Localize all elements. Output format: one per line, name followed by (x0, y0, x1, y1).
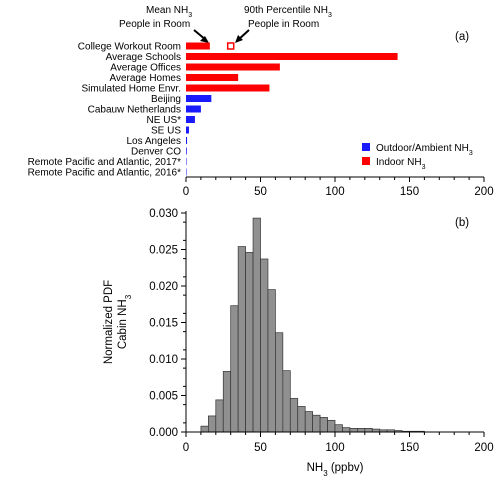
y-label-line2: Cabin NH3 (117, 294, 133, 349)
category-label: Remote Pacific and Atlantic, 2017* (28, 157, 182, 168)
y-tick-label: 0.025 (149, 245, 178, 257)
mean-annotation-line2: People in Room (119, 19, 190, 30)
p90-annotation-line1: 90th Percentile NH3 (244, 5, 332, 19)
x-tick-label: 200 (474, 442, 493, 454)
histogram-bar (297, 406, 306, 433)
category-label: Los Angeles (127, 136, 182, 147)
legend-outdoor-label: Outdoor/Ambient NH3 (376, 143, 473, 157)
y-tick-label: 0.015 (149, 318, 178, 330)
histogram-bar (215, 399, 224, 433)
p90-marker (226, 42, 235, 50)
bar-indoor (186, 42, 210, 50)
y-tick-label: 0.005 (149, 391, 178, 403)
histogram-bar (245, 252, 254, 433)
y-tick-label: 0.010 (149, 354, 178, 366)
p90-arrowhead (235, 35, 243, 43)
x-tick-label: 50 (254, 442, 267, 454)
bar-outdoor (186, 116, 195, 123)
panel-b-label: (b) (455, 217, 469, 229)
bar-outdoor (186, 105, 201, 113)
panel-a-bars (186, 42, 398, 176)
bar-outdoor (186, 126, 189, 134)
legend-outdoor-swatch (362, 143, 370, 151)
category-label: NE US* (147, 115, 182, 126)
histogram-bar (357, 428, 366, 433)
histogram-bar (342, 427, 351, 433)
panel-a-label: (a) (455, 31, 469, 43)
bar-outdoor (186, 137, 188, 144)
x-tick-label: 0 (183, 442, 189, 454)
histogram-bar (282, 370, 291, 433)
histogram-bar (200, 425, 209, 433)
x-tick-label: 100 (325, 442, 344, 454)
histogram-bar (304, 411, 314, 433)
panel-b-x-ticks: 0 50 100 150 200 (183, 432, 494, 454)
histogram-bar (327, 419, 336, 433)
bar-outdoor (186, 168, 187, 176)
x-tick-label: 50 (254, 186, 267, 198)
panel-b: (b) 0 50 100 150 200 0.0000.0050.0100.0150.0… (103, 208, 494, 478)
bar-outdoor (186, 158, 187, 165)
p90-annotation-line2: People in Room (248, 19, 319, 30)
histogram-bars (200, 217, 425, 433)
bar-indoor (186, 84, 270, 92)
histogram-bar (275, 332, 284, 433)
histogram-bar (222, 371, 232, 433)
mean-annotation-line1: Mean NH3 (146, 5, 192, 19)
category-label: Remote Pacific and Atlantic, 2016* (28, 168, 182, 179)
category-label: Average Offices (110, 63, 181, 74)
category-label: SE US (151, 126, 181, 137)
y-tick-label: 0.020 (149, 281, 178, 293)
histogram-bar (349, 428, 358, 433)
category-label: Denver CO (131, 147, 181, 158)
x-tick-label: 150 (400, 442, 419, 454)
category-label: Cabauw Netherlands (88, 105, 181, 116)
bar-indoor (186, 63, 280, 71)
histogram-bar (289, 398, 299, 433)
y-tick-label: 0.030 (149, 208, 178, 220)
x-tick-label: 0 (183, 186, 189, 198)
y-label-line1: Normalized PDF (103, 280, 115, 364)
panel-b-y-ticks: 0.000 0.005 0.010 0.015 0.020 0.025 0.030 (149, 208, 186, 439)
legend-indoor-swatch (362, 157, 370, 165)
legend-indoor-label: Indoor NH3 (376, 157, 426, 171)
histogram-bar (208, 415, 217, 433)
histogram-bar (237, 246, 246, 433)
x-tick-label: 100 (325, 186, 344, 198)
bar-indoor (186, 74, 239, 81)
bar-indoor (186, 53, 398, 60)
category-label: College Workout Room (78, 42, 181, 53)
bar-outdoor (186, 147, 187, 155)
category-label: Average Schools (106, 52, 181, 63)
mean-arrowhead (200, 36, 209, 43)
bar-outdoor (186, 95, 212, 102)
histogram-bar (230, 305, 239, 433)
panel-a-x-ticks: 0 50 100 150 200 (183, 177, 494, 198)
histogram-bar (252, 217, 261, 433)
category-label: Average Homes (109, 73, 181, 84)
histogram-bar (312, 414, 321, 433)
histogram-bar (260, 258, 269, 433)
x-tick-label: 200 (474, 186, 493, 198)
panel-a: (a) Mean NH3 People in Room 90th Percent… (28, 5, 494, 198)
category-label: Beijing (151, 94, 181, 105)
histogram-bar (334, 424, 343, 433)
histogram-bar (364, 428, 373, 433)
histogram-bar (319, 417, 328, 433)
histogram-bar (267, 289, 276, 433)
panel-b-x-label: NH3 (ppbv) (307, 462, 364, 478)
category-label: Simulated Home Envr. (82, 84, 182, 95)
panel-b-y-label: Normalized PDF Cabin NH3 (103, 280, 133, 364)
y-tick-label: 0.000 (149, 427, 178, 439)
x-tick-label: 150 (400, 186, 419, 198)
